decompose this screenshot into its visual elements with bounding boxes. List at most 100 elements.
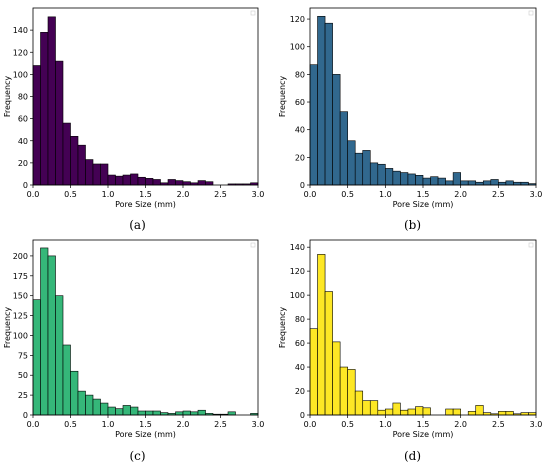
x-tick-label: 0.0 <box>27 190 40 199</box>
y-tick-label: 40 <box>295 363 305 372</box>
histogram-bar <box>415 406 424 416</box>
x-tick-label: 3.0 <box>252 190 265 199</box>
x-tick-label: 2.5 <box>492 420 505 429</box>
histogram-bar <box>422 177 431 186</box>
y-tick-label: 60 <box>18 115 28 124</box>
histogram-bar <box>137 176 146 186</box>
x-axis-label: Pore Size (mm) <box>393 430 454 439</box>
y-tick-label: 40 <box>295 126 305 135</box>
histogram-bar <box>332 341 341 416</box>
y-axis-label: Frequency <box>3 307 12 349</box>
x-tick-label: 3.0 <box>530 190 543 199</box>
histogram-bar <box>167 179 176 186</box>
y-tick-label: 25 <box>18 391 28 400</box>
histogram-bar <box>47 16 56 186</box>
x-tick-label: 0.0 <box>304 420 317 429</box>
x-tick-label: 1.0 <box>102 420 115 429</box>
histogram-bar <box>100 163 109 186</box>
x-tick-label: 2.0 <box>454 190 467 199</box>
y-tick-label: 0 <box>23 181 28 190</box>
histogram-bar <box>392 402 401 416</box>
histogram-bar <box>115 175 124 186</box>
histogram-bar <box>137 410 146 416</box>
y-tick-label: 140 <box>290 243 305 252</box>
histogram-bar <box>482 180 492 186</box>
histogram-bar <box>445 408 454 416</box>
histogram-bar <box>85 394 94 416</box>
histogram-bar <box>40 32 49 186</box>
y-tick-label: 0 <box>300 181 305 190</box>
histogram-bar <box>475 405 484 416</box>
histogram-bar <box>309 64 318 186</box>
histogram-bar <box>77 144 86 186</box>
histogram-bar <box>475 181 484 186</box>
histogram-chart-c: 0.0 0.5 1.0 1.5 2.0 2.5 3.0 0 25 50 75 100 125 150 175… <box>3 239 265 439</box>
histogram-bar <box>460 180 469 186</box>
histogram-bar <box>422 407 431 416</box>
histogram-bar <box>369 162 379 186</box>
histogram-bar <box>182 410 191 416</box>
histogram-bar <box>332 74 341 186</box>
histogram-panel-c: 0.0 0.5 1.0 1.5 2.0 2.5 3.0 0 25 50 75 100 125 150 175… <box>0 232 275 465</box>
histogram-bar <box>55 60 64 186</box>
histogram-bar <box>205 181 214 186</box>
histogram-bar <box>317 15 326 186</box>
legend-box <box>250 242 256 248</box>
caption-c: (c) <box>129 449 146 463</box>
x-tick-label: 2.5 <box>214 190 227 199</box>
x-tick-label: 0.5 <box>64 420 77 429</box>
histogram-bar <box>498 181 507 186</box>
y-tick-label: 75 <box>18 351 28 360</box>
x-tick-label: 2.5 <box>492 190 505 199</box>
x-tick-label: 1.0 <box>379 190 392 199</box>
histogram-bar <box>430 176 439 186</box>
y-tick-label: 100 <box>13 70 28 79</box>
histogram-bar <box>505 180 514 186</box>
caption-a: (a) <box>129 218 146 232</box>
x-tick-label: 3.0 <box>252 420 265 429</box>
histogram-bar <box>415 175 424 186</box>
y-tick-label: 0 <box>300 411 305 420</box>
histogram-bar <box>130 406 139 416</box>
histogram-bar <box>77 390 86 416</box>
histogram-bar <box>385 168 394 186</box>
histogram-bar <box>385 408 394 416</box>
histogram-bar <box>122 174 131 186</box>
x-tick-label: 1.5 <box>417 420 430 429</box>
histogram-panel-a: 0.0 0.5 1.0 1.5 2.0 2.5 3.0 0 20 40 60 80 100 120 140 P… <box>0 0 275 232</box>
x-tick-label: 1.0 <box>102 190 115 199</box>
histogram-bar <box>130 173 139 186</box>
histogram-bar <box>85 159 94 186</box>
y-tick-label: 20 <box>295 153 305 162</box>
legend-box <box>528 242 534 248</box>
histogram-bar <box>339 366 348 416</box>
histogram-bar <box>152 410 161 416</box>
y-tick-label: 20 <box>18 159 28 168</box>
histogram-bar <box>467 411 477 416</box>
histogram-bar <box>197 409 206 416</box>
histogram-bar <box>182 181 191 186</box>
y-tick-label: 60 <box>295 98 305 107</box>
y-tick-label: 80 <box>18 93 28 102</box>
histogram-bar <box>92 398 101 416</box>
y-tick-label: 120 <box>290 267 305 276</box>
y-tick-label: 40 <box>18 137 28 146</box>
histogram-bar <box>490 179 499 186</box>
x-tick-label: 2.0 <box>177 190 190 199</box>
histogram-bar <box>190 411 199 416</box>
legend-box <box>250 10 256 16</box>
histogram-bar <box>377 163 386 186</box>
histogram-bar <box>354 152 364 186</box>
x-tick-label: 0.5 <box>341 420 354 429</box>
x-tick-label: 0.5 <box>341 190 354 199</box>
histogram-bar <box>377 409 386 416</box>
histogram-bar <box>62 122 71 186</box>
histogram-panel-d: 0.0 0.5 1.0 1.5 2.0 2.5 3.0 0 20 40 60 80 100 120 140 P… <box>275 232 550 465</box>
histogram-bar <box>309 328 318 416</box>
histogram-chart-a: 0.0 0.5 1.0 1.5 2.0 2.5 3.0 0 20 40 60 80 100 120 140 P… <box>3 7 265 209</box>
y-tick-label: 175 <box>13 272 28 281</box>
histogram-bar <box>145 178 154 186</box>
histogram-bar <box>152 179 161 186</box>
histogram-bar <box>47 255 56 416</box>
histogram-bar <box>227 411 236 416</box>
